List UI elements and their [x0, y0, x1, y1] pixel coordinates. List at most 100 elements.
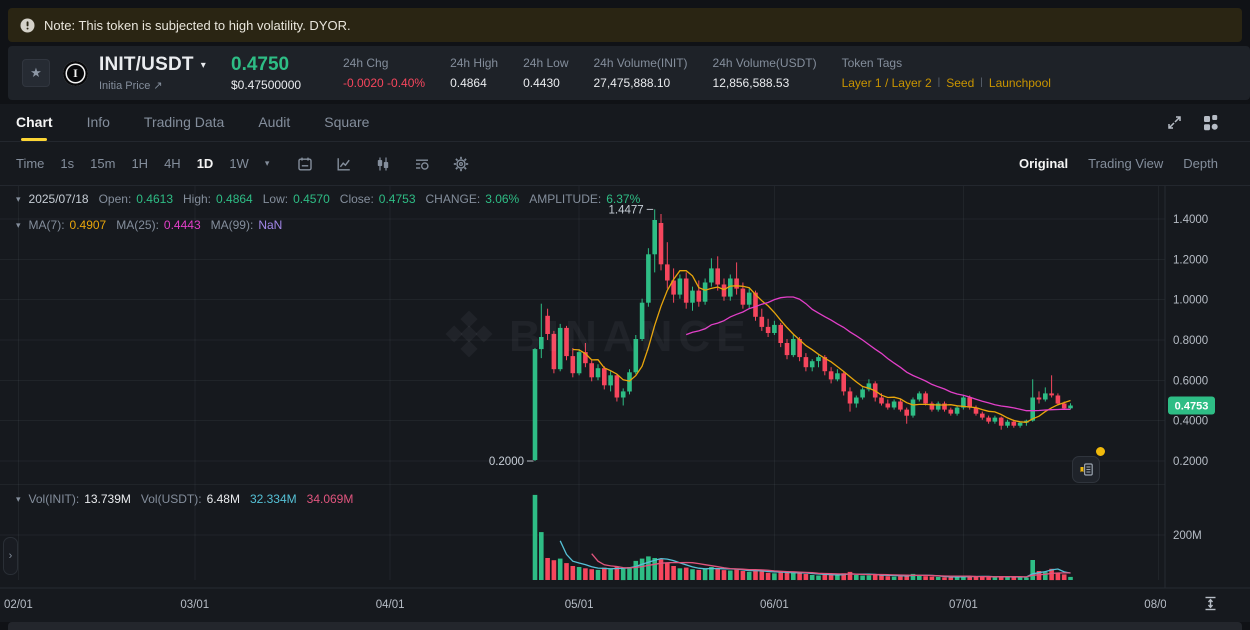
svg-text:06/01: 06/01 — [760, 599, 789, 611]
ohlc-legend: ▾ 2025/07/18 Open: 0.4613 High: 0.4864 Low… — [16, 192, 641, 206]
close-value: 0.4753 — [378, 192, 416, 206]
svg-text:0.6000: 0.6000 — [1173, 375, 1208, 387]
chart-panel: Chart Info Trading Data Audit Square Tim… — [0, 104, 1250, 622]
ma7-value: 0.4907 — [69, 218, 107, 232]
interval-1d[interactable]: 1D — [196, 156, 214, 171]
tab-square[interactable]: Square — [324, 114, 370, 130]
favorite-star-button[interactable]: ★ — [22, 59, 50, 87]
news-notification-dot — [1094, 445, 1107, 458]
svg-text:05/01: 05/01 — [565, 599, 594, 611]
open-value: 0.4613 — [136, 192, 173, 206]
star-icon: ★ — [30, 65, 42, 80]
candlestick-icon[interactable] — [373, 154, 393, 174]
external-arrow-icon: ↗ — [153, 80, 163, 92]
svg-text:0.2000: 0.2000 — [489, 456, 524, 468]
volume-legend: ▾ Vol(INIT): 13.739M Vol(USDT): 6.48M 32.3… — [16, 492, 354, 506]
date-range-icon[interactable] — [295, 154, 315, 174]
next-section-edge — [8, 622, 1242, 630]
gear-icon[interactable] — [451, 154, 471, 174]
ma-legend: ▾ MA(7): 0.4907 MA(25): 0.4443 MA(99): NaN — [16, 218, 283, 232]
svg-text:1.0000: 1.0000 — [1173, 295, 1208, 307]
svg-text:0.4000: 0.4000 — [1173, 416, 1208, 428]
stat-24h-low: 24h Low 0.4430 — [523, 56, 569, 90]
indicator-icon[interactable] — [412, 154, 432, 174]
chevron-right-icon: › — [8, 550, 13, 562]
stat-24h-chg: 24h Chg -0.0020 -0.40% — [343, 56, 426, 90]
interval-1w[interactable]: 1W — [229, 156, 249, 171]
tag-separator: | — [937, 77, 941, 88]
view-depth[interactable]: Depth — [1183, 156, 1218, 171]
tab-info[interactable]: Info — [86, 114, 110, 130]
last-price: 0.4750 — [231, 53, 290, 75]
vol-ma5-value: 32.334M — [249, 492, 297, 506]
chart-area: 1.4477 0.2000 1.4000 1.2000 1.0000 0.8000 0.60… — [0, 186, 1250, 622]
pair-name: INIT/USDT — [99, 54, 194, 75]
svg-text:03/01: 03/01 — [180, 599, 209, 611]
pair-selector[interactable]: INIT/USDT ▾ — [99, 54, 217, 76]
amplitude-value: 6.37% — [606, 192, 641, 206]
svg-text:1.2000: 1.2000 — [1173, 254, 1208, 266]
svg-text:08/01: 08/01 — [1144, 599, 1173, 611]
tag-layer1-layer2[interactable]: Layer 1 / Layer 2 — [841, 76, 932, 90]
info-icon — [20, 18, 35, 33]
vol-ma10-value: 34.069M — [306, 492, 354, 506]
stat-24h-volume-init: 24h Volume(INIT) 27,475,888.10 — [593, 56, 688, 90]
interval-4h[interactable]: 4H — [164, 156, 181, 171]
ma25-value: 0.4443 — [163, 218, 201, 232]
svg-text:02/01: 02/01 — [4, 599, 33, 611]
token-tags: Token Tags Layer 1 / Layer 2 | Seed | La… — [841, 56, 1051, 90]
time-label: Time — [16, 156, 45, 171]
change-value: 3.06% — [485, 192, 520, 206]
tab-chart[interactable]: Chart — [16, 104, 53, 141]
svg-text:200M: 200M — [1173, 530, 1202, 542]
high-value: 0.4864 — [216, 192, 253, 206]
stat-24h-volume-usdt: 24h Volume(USDT) 12,856,588.53 — [712, 56, 817, 90]
tag-separator: | — [980, 77, 983, 88]
panel-expand-handle[interactable]: › — [3, 537, 18, 575]
svg-text:07/01: 07/01 — [949, 599, 978, 611]
stat-24h-high: 24h High 0.4864 — [450, 56, 499, 90]
ma99-value: NaN — [258, 218, 283, 232]
interval-15m[interactable]: 15m — [90, 156, 116, 171]
autofit-icon — [1205, 596, 1215, 610]
view-tradingview[interactable]: Trading View — [1088, 156, 1164, 171]
svg-text:0.4753: 0.4753 — [1175, 401, 1209, 413]
chart-toolbar: Time 1s 15m 1H 4H 1D 1W ▾ Original — [0, 142, 1250, 186]
low-value: 0.4570 — [293, 192, 330, 206]
pair-name-block: INIT/USDT ▾ Initia Price ↗ — [99, 54, 217, 92]
line-chart-icon[interactable] — [334, 154, 354, 174]
interval-1s[interactable]: 1s — [60, 156, 75, 171]
volatility-note-bar: Note: This token is subjected to high vo… — [8, 8, 1242, 42]
pair-header: ★ I INIT/USDT ▾ Initia Price ↗ 0.4750 $0… — [8, 46, 1250, 100]
chevron-down-icon: ▾ — [200, 59, 206, 71]
svg-text:1.4477: 1.4477 — [609, 204, 644, 216]
token-logo: I — [63, 60, 88, 86]
vol-init-value: 13.739M — [84, 492, 131, 506]
axis-autofit-button[interactable] — [1199, 592, 1221, 614]
chevron-down-icon[interactable]: ▾ — [16, 219, 21, 230]
note-text: Note: This token is subjected to high vo… — [44, 17, 351, 33]
svg-text:0.2000: 0.2000 — [1173, 456, 1208, 468]
chevron-down-icon[interactable]: ▾ — [16, 193, 21, 204]
layout-grid-icon[interactable] — [1200, 113, 1220, 133]
legend-date: 2025/07/18 — [28, 192, 89, 206]
tag-seed[interactable]: Seed — [946, 76, 975, 90]
svg-text:0.8000: 0.8000 — [1173, 335, 1208, 347]
last-price-block: 0.4750 $0.47500000 — [231, 53, 317, 92]
news-marker-button[interactable] — [1072, 456, 1100, 483]
tag-launchpool[interactable]: Launchpool — [988, 76, 1051, 90]
price-source-link[interactable]: Initia Price ↗ — [99, 79, 163, 93]
last-price-fiat: $0.47500000 — [231, 77, 302, 92]
interval-more-caret-icon[interactable]: ▾ — [264, 158, 270, 168]
svg-text:1.4000: 1.4000 — [1173, 214, 1208, 226]
vol-usdt-value: 6.48M — [206, 492, 240, 506]
interval-1h[interactable]: 1H — [131, 156, 149, 171]
news-document-icon — [1080, 463, 1093, 476]
fullscreen-icon[interactable] — [1164, 113, 1184, 133]
view-original[interactable]: Original — [1019, 156, 1069, 171]
tab-audit[interactable]: Audit — [258, 114, 291, 130]
tab-trading-data[interactable]: Trading Data — [143, 114, 225, 130]
price-chart-canvas[interactable]: 1.4477 0.2000 1.4000 1.2000 1.0000 0.8000 0.60… — [0, 186, 1250, 622]
section-tabs: Chart Info Trading Data Audit Square — [0, 104, 1250, 142]
chevron-down-icon[interactable]: ▾ — [16, 493, 21, 504]
